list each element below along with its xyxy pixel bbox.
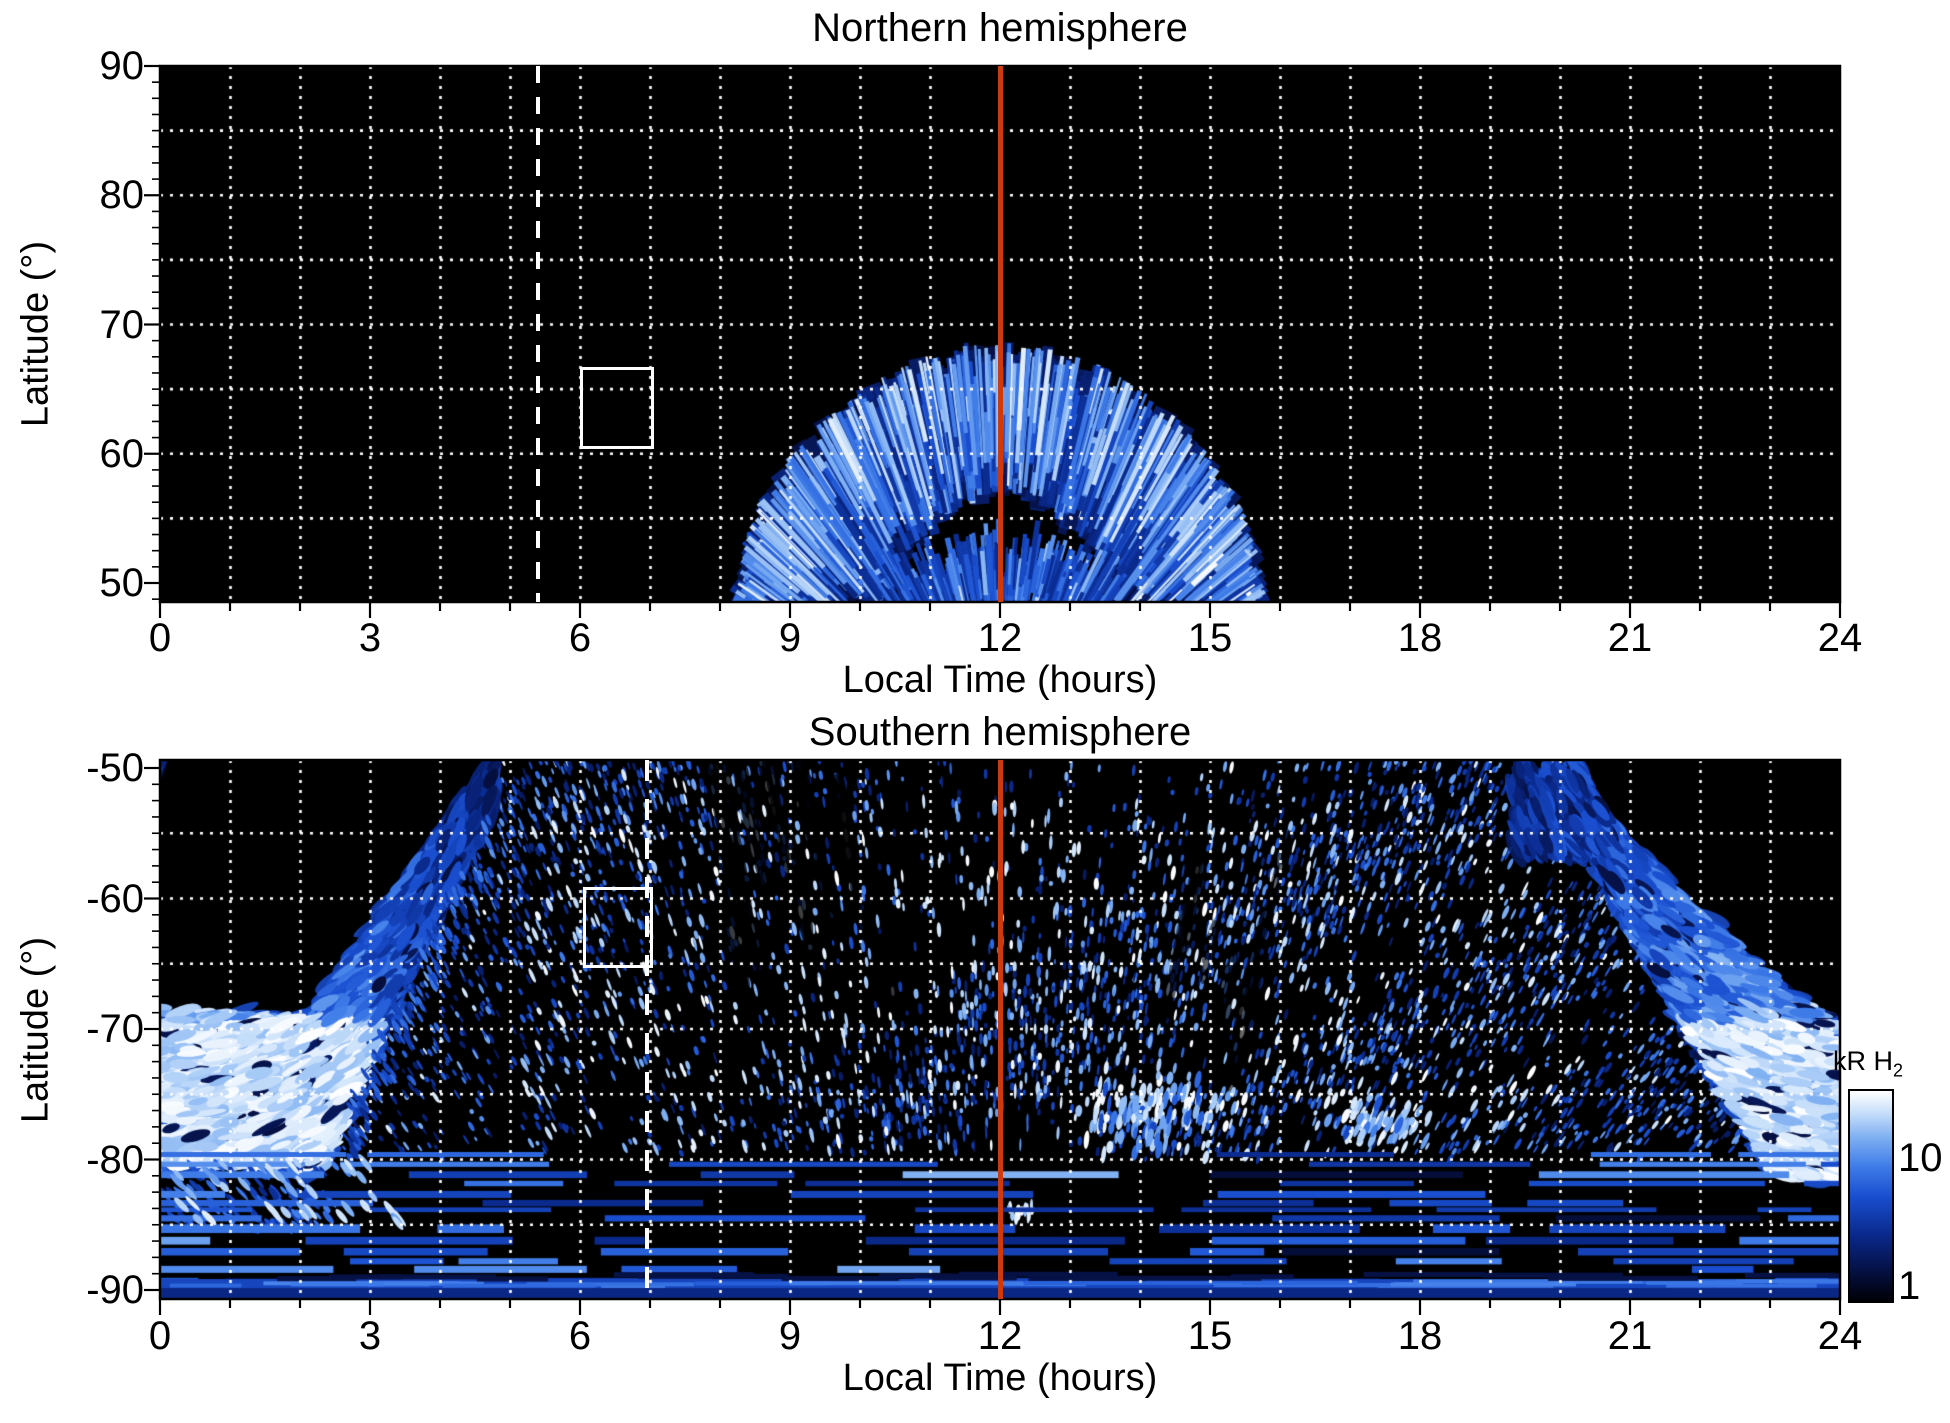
colorbar-gradient <box>1848 1089 1894 1303</box>
y-tick-label-north: 70 <box>99 302 145 347</box>
colorbar-title: kR H2 <box>1833 1046 1903 1081</box>
dashed-reference-line-south <box>645 760 650 1299</box>
north-x-axis-label: Local Time (hours) <box>842 659 1158 701</box>
x-tick-label-south: 24 <box>1817 1314 1863 1358</box>
x-tick-label-south: 3 <box>358 1314 382 1358</box>
x-tick-label-south: 15 <box>1187 1314 1233 1358</box>
y-tick-label-south: -70 <box>86 1007 144 1051</box>
noon-meridian-line-north <box>997 66 1003 602</box>
x-tick-label-north: 9 <box>778 616 802 660</box>
x-tick-label-north: 0 <box>148 616 172 660</box>
y-tick-label-north: 90 <box>99 44 145 88</box>
x-tick-label-north: 15 <box>1187 616 1233 660</box>
x-tick-label-south: 6 <box>568 1314 592 1358</box>
y-tick-label-north: 80 <box>99 173 145 218</box>
south-panel-title: Southern hemisphere <box>808 710 1192 754</box>
y-tick-label-south: -60 <box>86 876 144 921</box>
x-tick-label-south: 18 <box>1397 1314 1443 1358</box>
north-panel-title: Northern hemisphere <box>812 6 1188 50</box>
south-x-axis-label: Local Time (hours) <box>842 1357 1158 1399</box>
colorbar-title-sub: 2 <box>1893 1060 1904 1081</box>
x-tick-label-north: 12 <box>977 616 1023 660</box>
dashed-reference-line-north <box>536 66 540 602</box>
y-tick-label-south: -80 <box>86 1137 144 1182</box>
x-tick-label-north: 6 <box>568 616 592 660</box>
selection-box-north <box>580 367 654 449</box>
x-tick-label-south: 9 <box>778 1314 802 1358</box>
selection-box-south <box>582 886 653 968</box>
x-tick-label-north: 24 <box>1817 616 1863 660</box>
colorbar-tick-label: 1 <box>1898 1264 1921 1308</box>
x-tick-label-north: 3 <box>358 616 382 660</box>
y-tick-label-south: -50 <box>86 746 144 790</box>
x-tick-label-south: 12 <box>977 1314 1023 1358</box>
y-tick-label-north: 50 <box>99 561 145 605</box>
colorbar-title-main: kR H <box>1833 1046 1893 1076</box>
y-tick-label-north: 60 <box>99 431 145 476</box>
x-tick-label-north: 21 <box>1607 616 1653 660</box>
x-tick-label-south: 0 <box>148 1314 172 1358</box>
x-tick-label-south: 21 <box>1607 1314 1653 1358</box>
x-tick-label-north: 18 <box>1397 616 1443 660</box>
colorbar-tick-label: 10 <box>1898 1135 1943 1180</box>
noon-meridian-line-south <box>997 760 1003 1299</box>
y-tick-label-south: -90 <box>86 1268 144 1312</box>
